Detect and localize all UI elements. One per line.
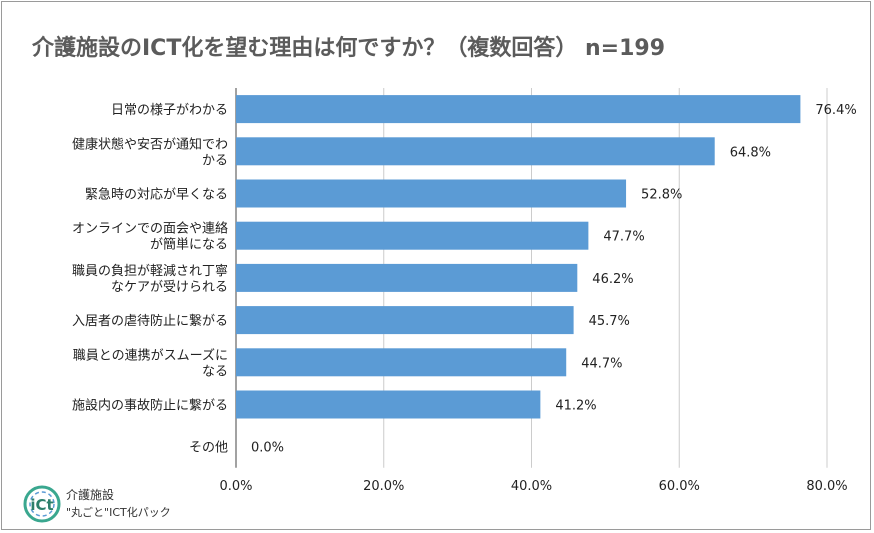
logo-mark-text: iCt — [30, 496, 53, 514]
category-label: 入居者の虐待防止に繋がる — [72, 313, 228, 329]
bar — [236, 348, 567, 377]
ict-logo-icon: iCt — [23, 485, 61, 523]
bar — [236, 221, 589, 250]
category-label: オンラインでの面会や連絡が簡単になる — [72, 221, 228, 253]
category-label: 日常の様子がわかる — [111, 103, 228, 118]
data-label: 0.0% — [251, 441, 284, 456]
category-label: 緊急時の対応が早くなる — [85, 188, 228, 203]
bar — [236, 137, 715, 166]
bar — [236, 179, 627, 208]
x-tick-labels: 0.0% 20.0% 40.0% 60.0% 80.0% — [219, 479, 847, 494]
chart-title: 介護施設のICT化を望む理由は何ですか？（複数回答） n=199 — [32, 36, 666, 61]
category-label: 健康状態や安否が通知でわかる — [72, 136, 228, 168]
data-label: 64.8% — [730, 145, 771, 160]
brand-logo: iCt 介護施設 "丸ごと"ICT化パック — [20, 482, 220, 526]
bar — [236, 95, 801, 124]
x-tick-label: 20.0% — [363, 479, 404, 494]
data-label: 45.7% — [589, 314, 630, 329]
bar — [236, 263, 578, 292]
data-label: 76.4% — [815, 103, 856, 118]
category-label: 施設内の事故防止に繋がる — [72, 398, 228, 414]
data-label: 41.2% — [555, 399, 596, 414]
x-tick-label: 40.0% — [511, 479, 552, 494]
bars — [236, 95, 801, 419]
x-tick-label: 0.0% — [219, 479, 252, 494]
category-labels: 日常の様子がわかる健康状態や安否が通知でわかる緊急時の対応が早くなるオンラインで… — [72, 103, 228, 456]
category-label: 職員との連携がスムーズになる — [73, 347, 228, 379]
data-label: 52.8% — [641, 188, 682, 203]
data-label: 44.7% — [581, 356, 622, 371]
logo-line-2: "丸ごと"ICT化パック — [66, 506, 171, 519]
category-label: 職員の負担が軽減され丁寧なケアが受けられる — [72, 263, 228, 295]
category-label: その他 — [189, 441, 228, 456]
logo-line-1: 介護施設 — [66, 488, 115, 502]
data-label: 47.7% — [603, 230, 644, 245]
bar — [236, 390, 541, 419]
data-label: 46.2% — [592, 272, 633, 287]
value-labels: 76.4% 64.8% 52.8% 47.7% 46.2% 45.7% 44.7% 41.2%… — [251, 103, 857, 456]
bar — [236, 306, 574, 335]
x-tick-label: 80.0% — [806, 479, 847, 494]
x-tick-label: 60.0% — [659, 479, 700, 494]
